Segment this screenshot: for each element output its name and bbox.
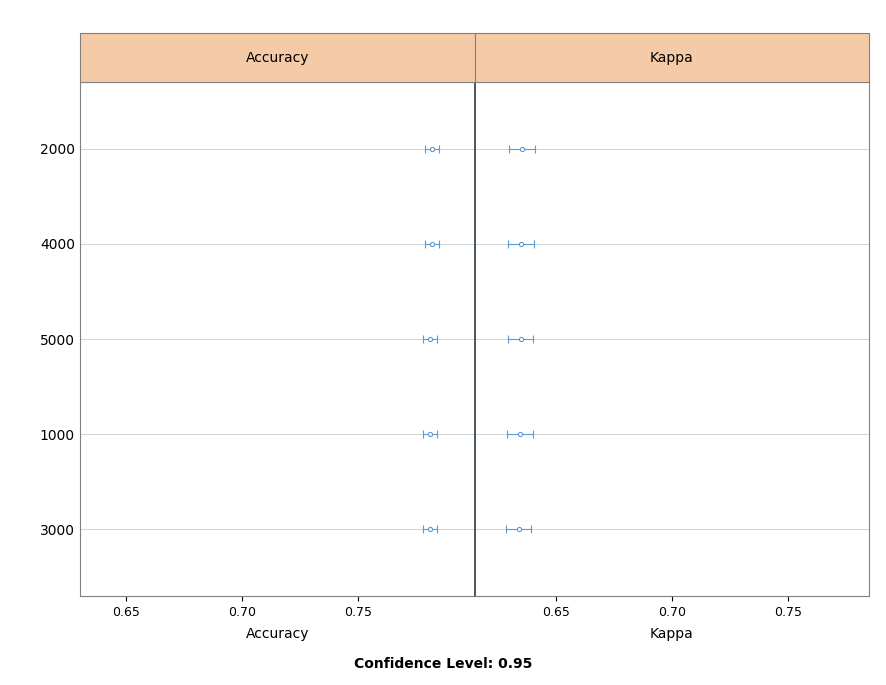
Text: Accuracy: Accuracy xyxy=(245,51,308,64)
Text: Kappa: Kappa xyxy=(649,51,693,64)
X-axis label: Kappa: Kappa xyxy=(649,627,693,641)
Text: Confidence Level: 0.95: Confidence Level: 0.95 xyxy=(354,658,532,671)
X-axis label: Accuracy: Accuracy xyxy=(245,627,308,641)
